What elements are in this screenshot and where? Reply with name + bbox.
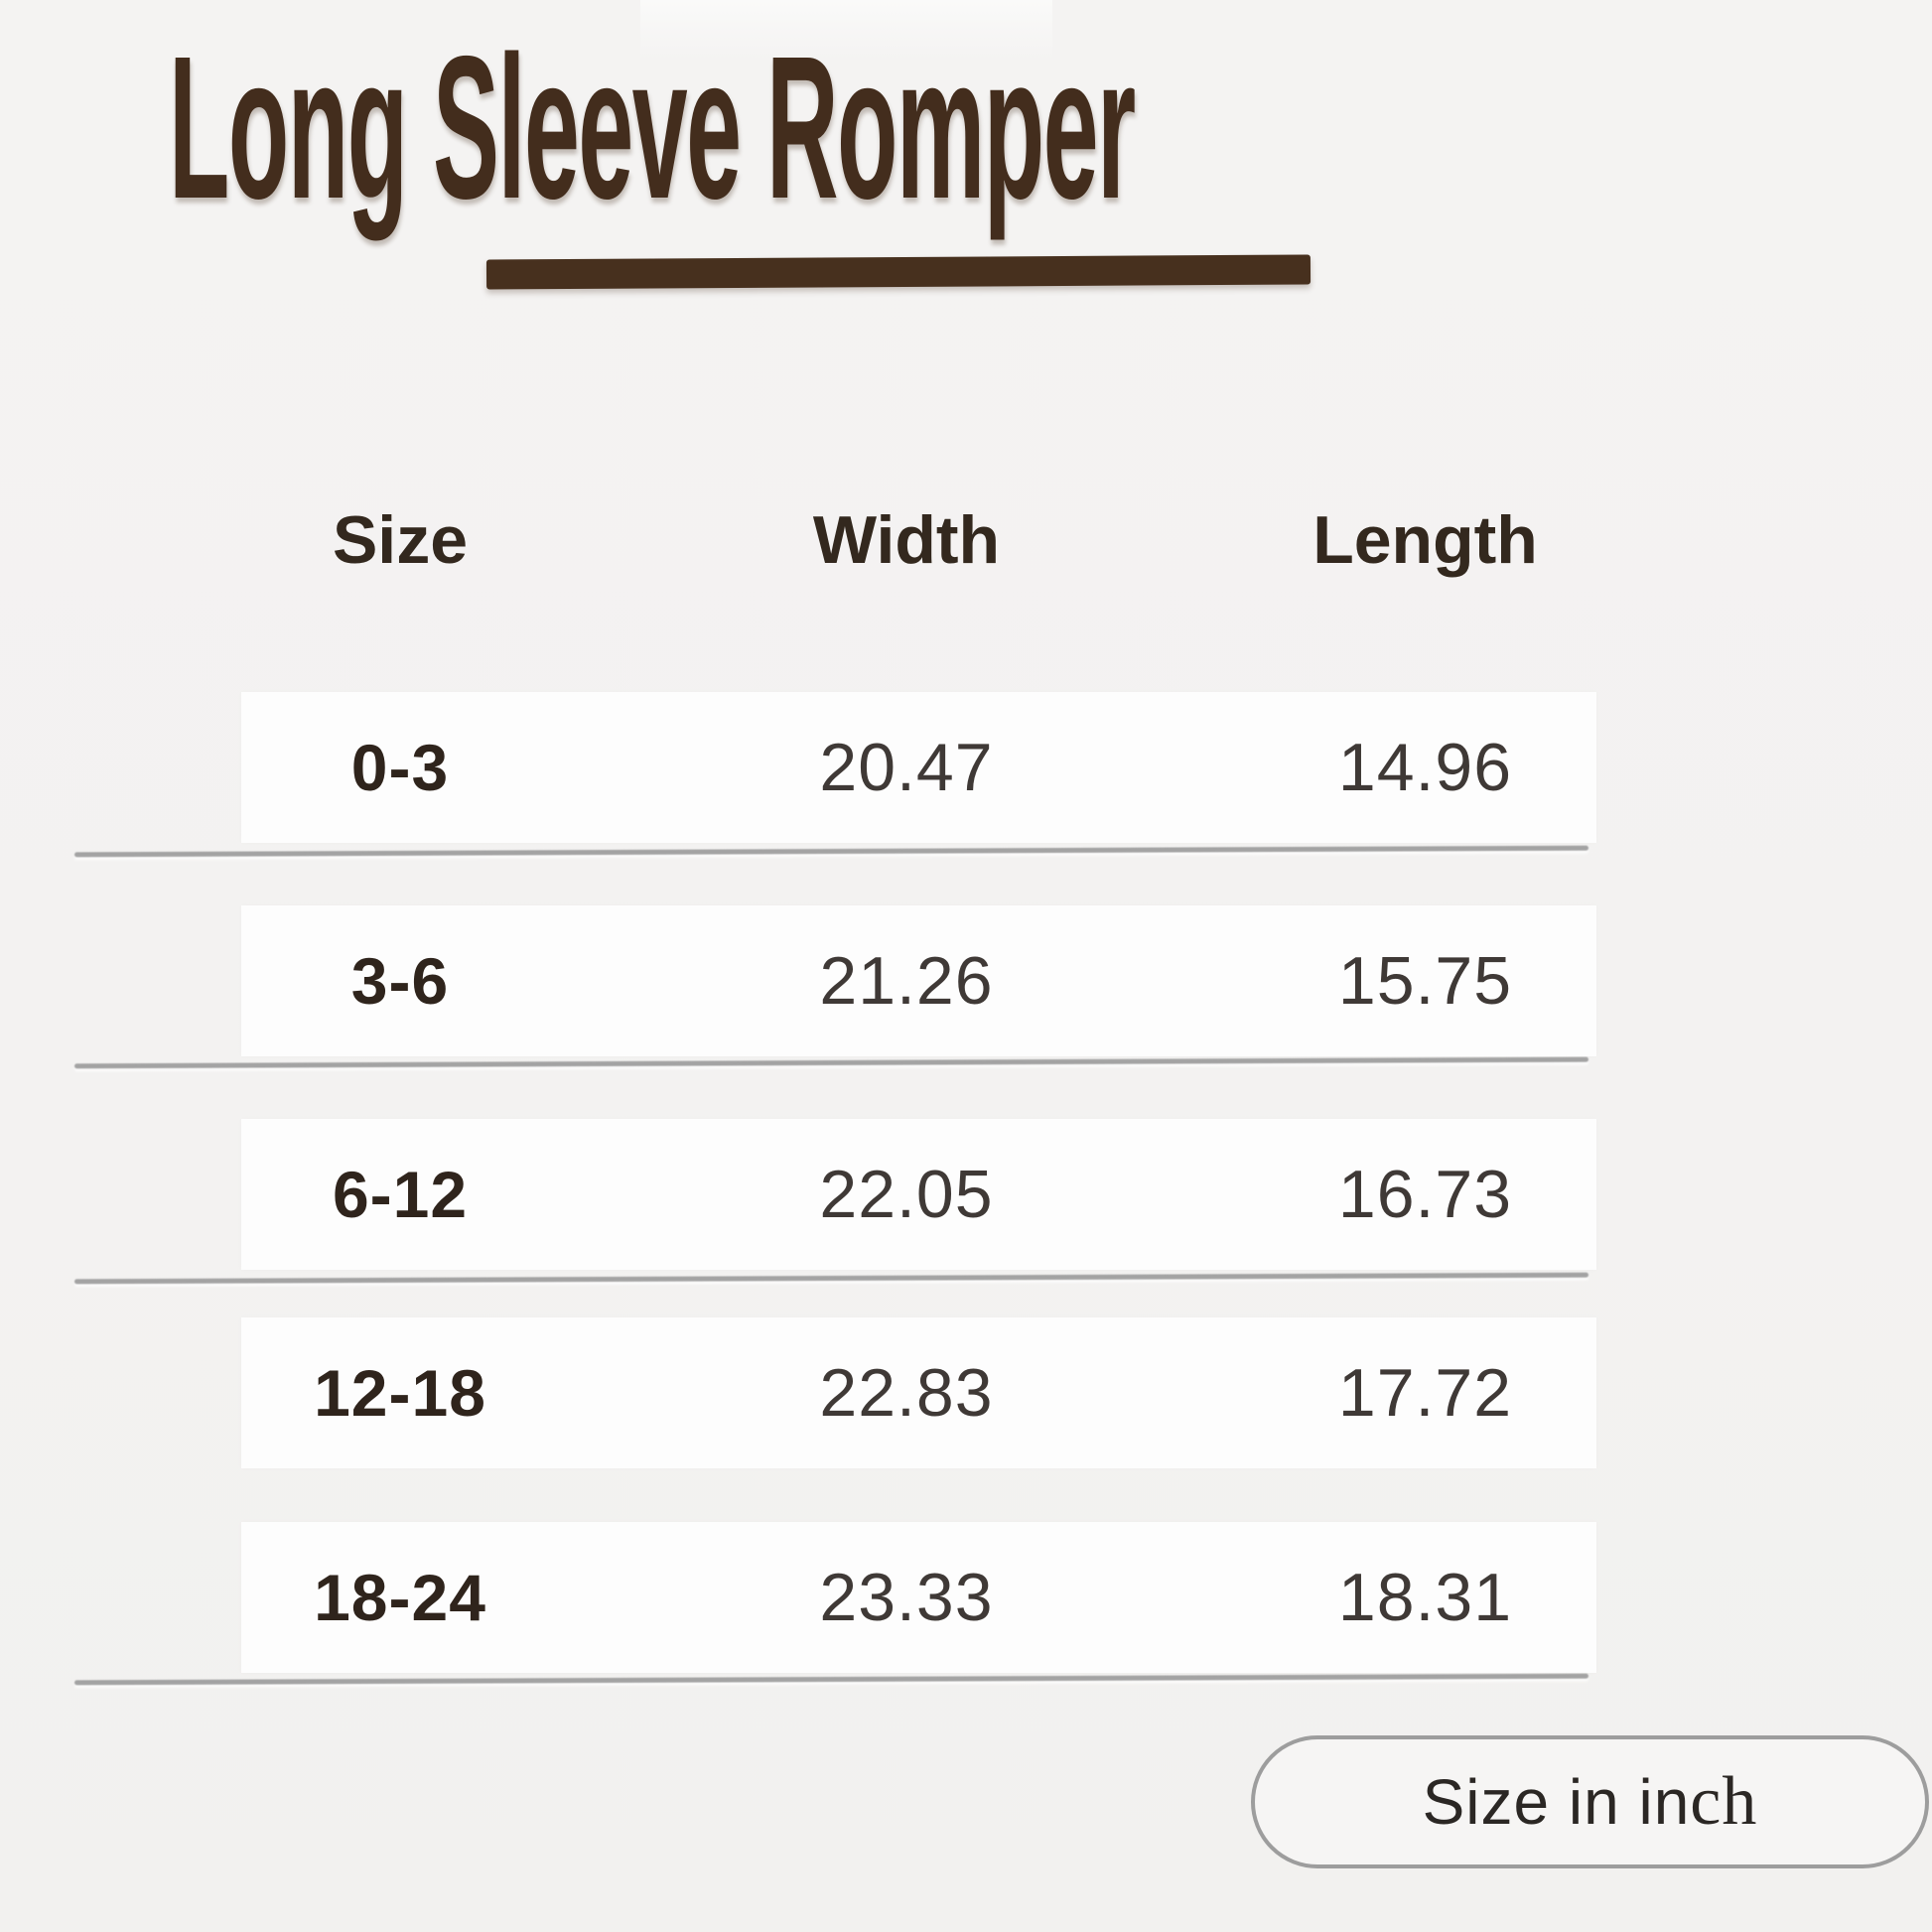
row-divider <box>73 845 1589 858</box>
top-light-strip <box>640 0 1052 64</box>
title-underline <box>485 254 1311 290</box>
column-header-width: Width <box>812 502 1001 578</box>
row-divider <box>73 1673 1589 1686</box>
table-row: 3-6 21.26 15.75 <box>241 905 1596 1056</box>
size-cell: 6-12 <box>332 1158 469 1231</box>
width-cell: 23.33 <box>819 1560 994 1635</box>
row-divider <box>73 1272 1589 1285</box>
width-cell: 21.26 <box>819 943 994 1019</box>
table-header-row: Size Width Length <box>241 501 1596 578</box>
size-unit-label: Size in in <box>1422 1766 1691 1838</box>
column-header-size: Size <box>332 502 469 578</box>
table-row: 12-18 22.83 17.72 <box>241 1317 1596 1468</box>
length-cell: 16.73 <box>1337 1157 1513 1232</box>
size-cell: 0-3 <box>350 731 450 804</box>
row-divider <box>73 1056 1589 1069</box>
size-cell: 3-6 <box>350 944 450 1018</box>
table-row: 0-3 20.47 14.96 <box>241 692 1596 843</box>
table-row: 6-12 22.05 16.73 <box>241 1119 1596 1270</box>
length-cell: 15.75 <box>1337 943 1513 1019</box>
column-header-length: Length <box>1312 502 1538 578</box>
width-cell: 20.47 <box>819 730 994 805</box>
size-unit-badge: Size in in ch <box>1251 1735 1929 1868</box>
size-cell: 12-18 <box>314 1356 486 1430</box>
width-cell: 22.83 <box>819 1355 994 1431</box>
table-row: 18-24 23.33 18.31 <box>241 1522 1596 1673</box>
size-cell: 18-24 <box>314 1561 486 1634</box>
page-title: Long Sleeve Romper <box>169 14 1136 241</box>
length-cell: 17.72 <box>1337 1355 1513 1431</box>
length-cell: 18.31 <box>1337 1560 1513 1635</box>
width-cell: 22.05 <box>819 1157 994 1232</box>
length-cell: 14.96 <box>1337 730 1513 805</box>
size-unit-label-serif: ch <box>1690 1763 1758 1840</box>
